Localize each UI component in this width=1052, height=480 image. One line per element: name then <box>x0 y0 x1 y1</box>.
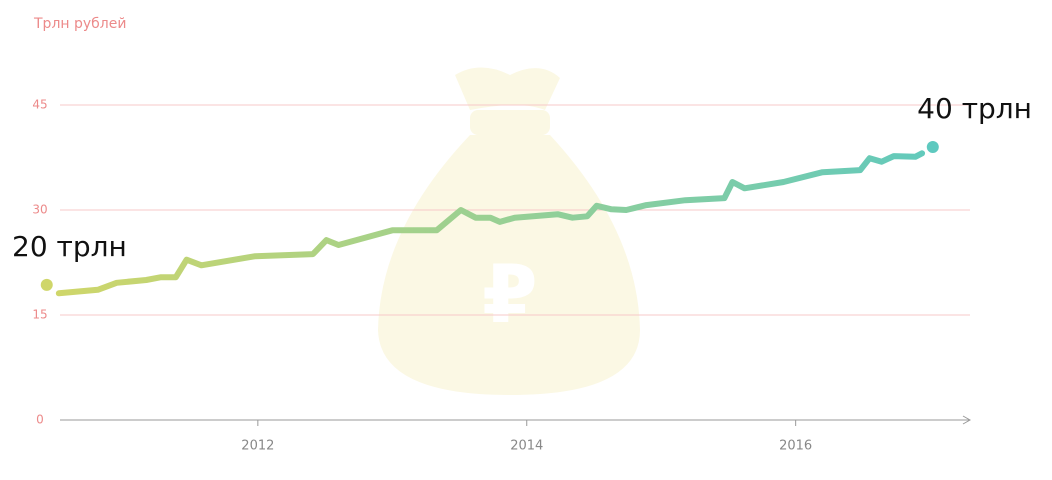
x-tick-label: 2014 <box>510 439 543 454</box>
annotation-label: 20 трлн <box>12 230 127 263</box>
ruble-sign: ₽ <box>482 248 538 341</box>
y-tick-label: 30 <box>32 203 47 217</box>
annotation-dot <box>927 141 939 153</box>
y-tick-label: 15 <box>32 308 47 322</box>
annotation-label: 40 трлн <box>917 92 1032 125</box>
x-tick-label: 2016 <box>779 439 812 454</box>
page: ₽ Трлн рублей 0 15 30 45 2012 2014 2016 20 трлн… <box>0 0 1052 480</box>
x-tick-label: 2012 <box>241 439 274 454</box>
chart-title: Трлн рублей <box>33 16 126 32</box>
y-tick-label: 45 <box>32 98 47 112</box>
y-tick-label: 0 <box>36 413 44 427</box>
annotation-dot <box>41 279 53 291</box>
chart: ₽ Трлн рублей 0 15 30 45 2012 2014 2016 20 трлн… <box>0 0 1052 476</box>
